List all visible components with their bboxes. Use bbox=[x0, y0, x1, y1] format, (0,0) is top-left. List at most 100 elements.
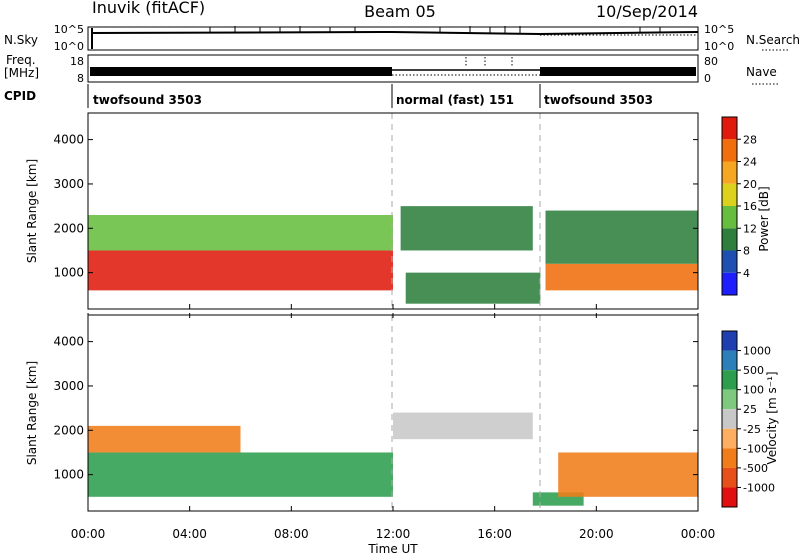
colorbar-tick-label: -25 bbox=[743, 423, 761, 436]
freq-band-left bbox=[90, 67, 392, 76]
x-tick-label: 16:00 bbox=[477, 527, 512, 541]
velocity-y-ticks: 1000 2000 3000 4000 bbox=[53, 335, 698, 482]
colorbar-tick-label: 1000 bbox=[743, 345, 771, 358]
y-tick-label: 4000 bbox=[53, 335, 84, 349]
nsky-panel bbox=[87, 26, 699, 51]
cpid-segment-3: twofsound 3503 bbox=[544, 93, 653, 107]
colorbar-swatch bbox=[722, 183, 737, 206]
nsky-trace bbox=[91, 30, 699, 36]
velocity-echo-regions bbox=[88, 412, 698, 506]
power-echo-region bbox=[400, 206, 533, 251]
colorbar-swatch bbox=[722, 409, 737, 429]
power-y-ticks: 1000 2000 3000 4000 bbox=[53, 133, 698, 280]
colorbar-tick-label: -1000 bbox=[743, 481, 775, 494]
nsky-left-tick-bottom: 10^0 bbox=[54, 40, 84, 53]
y-tick-label: 2000 bbox=[53, 221, 84, 235]
colorbar-tick-label: 24 bbox=[743, 156, 757, 169]
nsky-label: N.Sky bbox=[4, 33, 38, 47]
power-y-label: Slant Range [km] bbox=[25, 159, 39, 263]
colorbar-tick-label: 25 bbox=[743, 403, 757, 416]
freq-panel bbox=[87, 54, 699, 83]
x-tick-label: 04:00 bbox=[172, 527, 207, 541]
freq-label-line1: Freq. bbox=[6, 53, 36, 67]
x-axis-ticks: 00:00 04:00 08:00 12:00 16:00 20:00 00:00 bbox=[71, 304, 716, 541]
x-tick-label: 08:00 bbox=[274, 527, 309, 541]
x-tick-label: 20:00 bbox=[579, 527, 614, 541]
colorbar-swatch bbox=[722, 370, 737, 390]
cpid-label: CPID bbox=[4, 89, 36, 103]
colorbar-tick-label: 100 bbox=[743, 384, 764, 397]
freq-dotted-marks bbox=[465, 57, 513, 66]
nsky-spikes bbox=[209, 26, 661, 33]
colorbar-swatch bbox=[722, 139, 737, 162]
velocity-panel: 1000 2000 3000 4000 Slant Range [km] bbox=[25, 314, 699, 512]
x-tick-label: 00:00 bbox=[71, 527, 106, 541]
colorbar-swatch bbox=[722, 389, 737, 410]
freq-band-right bbox=[540, 67, 696, 76]
cpid-segment-2: normal (fast) 151 bbox=[396, 93, 514, 107]
velocity-echo-region bbox=[88, 452, 393, 497]
colorbar-swatch bbox=[722, 206, 737, 229]
y-tick-label: 3000 bbox=[53, 177, 84, 191]
colorbar-swatch bbox=[722, 161, 737, 184]
power-echo-regions bbox=[88, 206, 698, 304]
power-colorbar-label: Power [dB] bbox=[757, 186, 771, 251]
colorbar-swatch bbox=[722, 467, 737, 488]
y-tick-label: 2000 bbox=[53, 423, 84, 437]
colorbar-tick-label: 4 bbox=[743, 267, 750, 280]
colorbar-swatch bbox=[722, 228, 737, 251]
nsky-right-tick-top: 10^5 bbox=[704, 23, 734, 36]
velocity-y-label: Slant Range [km] bbox=[25, 361, 39, 465]
colorbar-tick-label: -100 bbox=[743, 442, 768, 455]
power-panel: 1000 2000 3000 4000 Slant Range [km] bbox=[25, 112, 699, 310]
power-echo-region bbox=[88, 250, 393, 291]
colorbar-swatch bbox=[722, 331, 737, 351]
power-echo-region bbox=[88, 214, 393, 251]
station-title: Inuvik (fitACF) bbox=[92, 0, 205, 17]
colorbar-swatch bbox=[722, 250, 737, 273]
y-tick-label: 4000 bbox=[53, 133, 84, 147]
colorbar-tick-label: 8 bbox=[743, 245, 750, 258]
freq-left-tick-top: 18 bbox=[70, 55, 84, 68]
colorbar-tick-label: 20 bbox=[743, 178, 757, 191]
colorbar-swatch bbox=[722, 117, 737, 140]
freq-right-tick-bottom: 0 bbox=[704, 72, 711, 85]
colorbar-tick-label: 12 bbox=[743, 222, 757, 235]
power-echo-region bbox=[545, 263, 698, 291]
beam-title: Beam 05 bbox=[364, 2, 436, 21]
x-tick-label: 00:00 bbox=[681, 527, 716, 541]
colorbar-swatch bbox=[722, 272, 737, 295]
colorbar-swatch bbox=[722, 350, 737, 371]
date-title: 10/Sep/2014 bbox=[596, 2, 698, 21]
velocity-colorbar-label: Velocity [m s⁻¹] bbox=[765, 371, 779, 464]
nsky-right-tick-bottom: 10^0 bbox=[704, 40, 734, 53]
colorbar-swatch bbox=[722, 487, 737, 507]
nave-label: Nave bbox=[746, 65, 777, 79]
nsky-left-tick-top: 10^5 bbox=[54, 23, 84, 36]
x-axis-label: Time UT bbox=[367, 542, 418, 554]
y-tick-label: 1000 bbox=[53, 468, 84, 482]
cpid-segment-1: twofsound 3503 bbox=[93, 93, 202, 107]
colorbar-swatch bbox=[722, 448, 737, 468]
power-echo-region bbox=[405, 272, 541, 304]
freq-right-tick-top: 80 bbox=[704, 55, 718, 68]
freq-left-tick-bottom: 8 bbox=[77, 72, 84, 85]
colorbar-frame bbox=[721, 330, 738, 508]
velocity-echo-region bbox=[393, 412, 533, 440]
y-tick-label: 3000 bbox=[53, 379, 84, 393]
velocity-echo-region bbox=[558, 452, 698, 497]
power-echo-region bbox=[545, 210, 698, 264]
freq-label-line2: [MHz] bbox=[4, 66, 39, 80]
colorbar-tick-label: 500 bbox=[743, 364, 764, 377]
x-tick-label: 12:00 bbox=[376, 527, 411, 541]
velocity-echo-region bbox=[88, 425, 241, 453]
colorbar-tick-label: -500 bbox=[743, 462, 768, 475]
nsearch-label: N.Search bbox=[746, 33, 800, 47]
y-tick-label: 1000 bbox=[53, 266, 84, 280]
colorbar-tick-label: 16 bbox=[743, 200, 757, 213]
power-colorbar: 4 8 12 16 20 24 28 bbox=[721, 116, 757, 296]
velocity-colorbar: 1000 500 100 25 -25 -100 -500 -1000 bbox=[721, 330, 775, 508]
colorbar-swatch bbox=[722, 428, 737, 449]
colorbar-tick-label: 28 bbox=[743, 133, 757, 146]
